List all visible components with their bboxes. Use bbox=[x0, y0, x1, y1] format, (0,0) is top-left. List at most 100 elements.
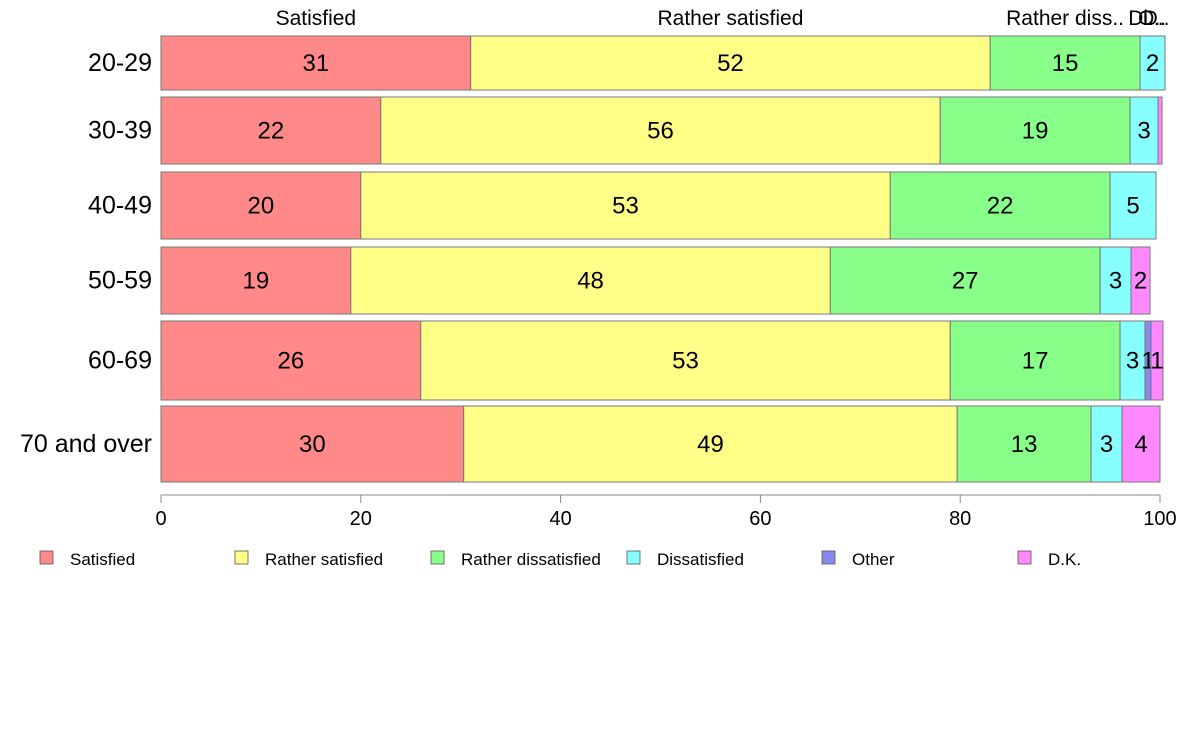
legend-item: Dissatisfied bbox=[626, 550, 744, 569]
x-tick-label: 100 bbox=[1143, 508, 1176, 530]
data-label: 3 bbox=[1126, 348, 1139, 375]
legend-label: Other bbox=[852, 550, 895, 569]
data-label: 1 bbox=[1150, 348, 1163, 375]
legend-label: Satisfied bbox=[70, 550, 135, 569]
category-labels: 20-29 30-39 40-49 50-59 60-69 70 and over bbox=[20, 49, 152, 458]
legend-label: Dissatisfied bbox=[657, 550, 744, 569]
bar-segment bbox=[829, 246, 1101, 315]
bar-segment bbox=[949, 320, 1121, 401]
category-label: 50-59 bbox=[88, 267, 152, 295]
bar-segment bbox=[1129, 96, 1159, 165]
bar-row: 26 53 17 3 11 bbox=[160, 320, 1164, 401]
legend-swatch bbox=[626, 550, 641, 565]
data-label: 13 bbox=[1011, 431, 1038, 458]
bar-row: 31 52 15 2 bbox=[160, 35, 1166, 91]
bar-segment bbox=[939, 96, 1131, 165]
legend-swatch bbox=[1017, 550, 1032, 565]
top-labels: Satisfied Rather satisfied Rather diss.. Di… bbox=[276, 7, 1170, 30]
bar-segment bbox=[989, 35, 1141, 91]
bar-row: 22 56 19 3 bbox=[160, 96, 1163, 165]
x-tick-label: 80 bbox=[949, 508, 971, 530]
legend-item: Rather satisfied bbox=[234, 550, 383, 569]
data-label: 4 bbox=[1134, 431, 1147, 458]
x-axis: 0 20 40 60 80 100 bbox=[155, 494, 1177, 530]
data-label: 3 bbox=[1109, 268, 1122, 295]
bar-segment bbox=[956, 405, 1092, 483]
top-label: Rather diss.. bbox=[1006, 7, 1124, 30]
legend-swatch bbox=[821, 550, 836, 565]
bar-segment bbox=[1099, 246, 1132, 315]
data-label: 30 bbox=[299, 431, 326, 458]
legend-swatch bbox=[430, 550, 445, 565]
data-label: 26 bbox=[278, 348, 305, 375]
bar-segment bbox=[350, 246, 831, 315]
bar-segment bbox=[1121, 405, 1161, 483]
bar-segment bbox=[1150, 320, 1164, 401]
data-label: 52 bbox=[717, 50, 744, 77]
data-label: 22 bbox=[258, 118, 285, 145]
top-label: Di.. bbox=[1128, 7, 1160, 30]
legend: Satisfied Rather satisfied Rather dissatis… bbox=[39, 550, 1081, 569]
x-tick-label: 60 bbox=[749, 508, 771, 530]
top-label: D.. bbox=[1143, 7, 1170, 30]
legend-item: Other bbox=[821, 550, 895, 569]
data-label: 20 bbox=[248, 193, 275, 220]
bar-segment bbox=[1139, 35, 1166, 91]
bar-segment bbox=[889, 171, 1111, 240]
data-label: 3 bbox=[1100, 431, 1113, 458]
data-label: 56 bbox=[647, 118, 674, 145]
bar-row: 30 49 13 3 4 bbox=[160, 405, 1161, 483]
legend-item: Satisfied bbox=[39, 550, 135, 569]
bar-segment bbox=[160, 246, 352, 315]
legend-label: D.K. bbox=[1048, 550, 1081, 569]
legend-swatch bbox=[234, 550, 249, 565]
data-label: 19 bbox=[1022, 118, 1049, 145]
data-label: 17 bbox=[1022, 348, 1049, 375]
data-label: 3 bbox=[1137, 118, 1150, 145]
bar-segment bbox=[1130, 246, 1151, 315]
bar-segment bbox=[380, 96, 941, 165]
category-label: 70 and over bbox=[20, 430, 152, 458]
x-tick-label: 20 bbox=[350, 508, 372, 530]
bar-segment bbox=[1157, 96, 1163, 165]
data-label: 31 bbox=[302, 50, 329, 77]
bar-segment bbox=[160, 320, 422, 401]
legend-label: Rather satisfied bbox=[265, 550, 383, 569]
data-label: 27 bbox=[952, 268, 979, 295]
x-tick-label: 0 bbox=[155, 508, 166, 530]
data-label: 53 bbox=[612, 193, 639, 220]
bar-segment bbox=[160, 35, 472, 91]
bar-segment bbox=[360, 171, 891, 240]
bar-segment bbox=[160, 96, 382, 165]
category-label: 60-69 bbox=[88, 347, 152, 375]
legend-item: Rather dissatisfied bbox=[430, 550, 601, 569]
bars: 31 52 15 222 56 19 320 53 22 519 48 27 3 226 53 17 3 1130… bbox=[160, 35, 1166, 483]
bar-segment bbox=[1119, 320, 1146, 401]
data-label: 5 bbox=[1126, 193, 1139, 220]
x-tick-label: 40 bbox=[549, 508, 571, 530]
data-label: 48 bbox=[577, 268, 604, 295]
legend-swatch bbox=[39, 550, 54, 565]
legend-label: Rather dissatisfied bbox=[461, 550, 601, 569]
data-label: 22 bbox=[987, 193, 1014, 220]
top-label: Satisfied bbox=[276, 7, 357, 30]
data-label: 15 bbox=[1052, 50, 1079, 77]
top-label: Rather satisfied bbox=[657, 7, 803, 30]
category-label: 40-49 bbox=[88, 192, 152, 220]
data-label: 2 bbox=[1134, 268, 1147, 295]
bar-row: 20 53 22 5 bbox=[160, 171, 1157, 240]
top-label: O.. bbox=[1138, 7, 1166, 30]
category-label: 20-29 bbox=[88, 49, 152, 77]
data-label: 53 bbox=[672, 348, 699, 375]
bar-segment bbox=[160, 405, 465, 483]
bar-segment bbox=[1109, 171, 1157, 240]
bar-segment bbox=[463, 405, 958, 483]
legend-item: D.K. bbox=[1017, 550, 1081, 569]
data-label: 19 bbox=[243, 268, 270, 295]
bar-segment bbox=[1090, 405, 1123, 483]
category-label: 30-39 bbox=[88, 117, 152, 145]
bar-segment bbox=[160, 171, 362, 240]
bar-row: 19 48 27 3 2 bbox=[160, 246, 1151, 315]
data-label: 2 bbox=[1146, 50, 1159, 77]
